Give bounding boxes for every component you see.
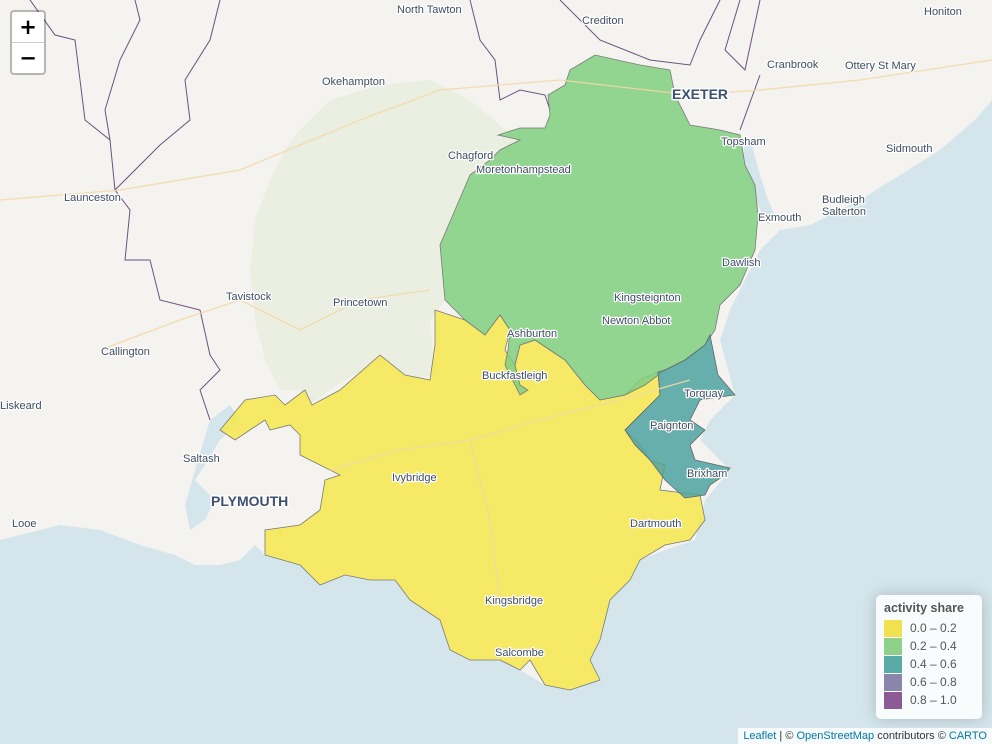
- legend-label: 0.4 – 0.6: [910, 657, 957, 671]
- road-network: [0, 59, 992, 601]
- admin-boundary: [29, 0, 761, 421]
- place-saltash: Saltash: [183, 453, 220, 465]
- legend-swatch: [884, 691, 902, 709]
- place-liskeard: Liskeard: [0, 400, 42, 412]
- legend-item: 0.4 – 0.6: [884, 655, 974, 673]
- place-newton-abbot: Newton Abbot: [602, 315, 671, 327]
- legend-swatch: [884, 619, 902, 637]
- attribution: Leaflet | © OpenStreetMap contributors ©…: [738, 728, 992, 744]
- place-exmouth: Exmouth: [758, 212, 801, 224]
- place-sidmouth: Sidmouth: [886, 143, 932, 155]
- place-labels: North Tawton Crediton Honiton Okehampton…: [0, 3, 963, 661]
- place-budleigh: Budleigh: [822, 194, 865, 206]
- place-ashburton: Ashburton: [507, 328, 557, 340]
- exe-estuary: [743, 140, 775, 225]
- legend-item: 0.0 – 0.2: [884, 619, 974, 637]
- tamar-estuary: [185, 405, 240, 530]
- place-topsham: Topsham: [721, 136, 766, 148]
- place-princetown: Princetown: [333, 297, 387, 309]
- place-moretonhampstead: Moretonhampstead: [476, 164, 571, 176]
- place-salterton: Salterton: [822, 206, 866, 218]
- region-dartmoor[interactable]: [250, 80, 520, 405]
- legend-swatch: [884, 637, 902, 655]
- legend-label: 0.0 – 0.2: [910, 621, 957, 635]
- place-ottery: Ottery St Mary: [845, 60, 916, 72]
- legend-item: 0.6 – 0.8: [884, 673, 974, 691]
- legend-swatch: [884, 673, 902, 691]
- legend: activity share 0.0 – 0.2 0.2 – 0.4 0.4 –…: [876, 595, 982, 719]
- place-kingsteignton: Kingsteignton: [614, 292, 681, 304]
- place-honiton: Honiton: [924, 6, 962, 18]
- place-crediton: Crediton: [582, 15, 624, 27]
- place-paignton: Paignton: [650, 420, 693, 432]
- place-cranbrook: Cranbrook: [767, 59, 819, 71]
- place-dartmouth: Dartmouth: [630, 518, 681, 530]
- legend-item: 0.8 – 1.0: [884, 691, 974, 709]
- place-dawlish: Dawlish: [722, 257, 761, 269]
- place-north-tawton: North Tawton: [397, 4, 462, 16]
- osm-link[interactable]: OpenStreetMap: [796, 730, 875, 742]
- attribution-mid: contributors ©: [874, 730, 949, 742]
- carto-link[interactable]: CARTO: [948, 730, 987, 742]
- place-okehampton: Okehampton: [322, 76, 385, 88]
- legend-item: 0.2 – 0.4: [884, 637, 974, 655]
- place-kingsbridge: Kingsbridge: [485, 595, 543, 607]
- zoom-out-button[interactable]: −: [12, 42, 44, 73]
- place-brixham: Brixham: [687, 468, 727, 480]
- place-plymouth: PLYMOUTH: [211, 493, 288, 509]
- place-looe: Looe: [12, 518, 36, 530]
- place-tavistock: Tavistock: [226, 291, 272, 303]
- zoom-in-button[interactable]: +: [19, 15, 37, 39]
- place-exeter: EXETER: [672, 86, 728, 102]
- legend-label: 0.8 – 1.0: [910, 693, 957, 707]
- attribution-sep: | ©: [776, 730, 797, 742]
- legend-title: activity share: [884, 601, 964, 615]
- legend-label: 0.6 – 0.8: [910, 675, 957, 689]
- legend-label: 0.2 – 0.4: [910, 639, 957, 653]
- place-callington: Callington: [101, 346, 150, 358]
- region-torbay[interactable]: [624, 333, 736, 499]
- place-salcombe: Salcombe: [495, 647, 544, 659]
- place-ivybridge: Ivybridge: [392, 472, 437, 484]
- place-buckfastleigh: Buckfastleigh: [482, 370, 547, 382]
- leaflet-link[interactable]: Leaflet: [743, 730, 777, 742]
- region-teignbridge[interactable]: [439, 54, 759, 401]
- place-torquay: Torquay: [684, 388, 724, 400]
- legend-swatch: [884, 655, 902, 673]
- place-chagford: Chagford: [448, 150, 493, 162]
- place-launceston: Launceston: [64, 192, 121, 204]
- zoom-control: + −: [10, 10, 46, 75]
